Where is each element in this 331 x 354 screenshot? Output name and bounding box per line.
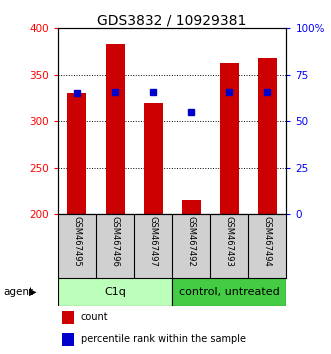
Text: GSM467492: GSM467492 [187,216,196,267]
Bar [106,44,124,214]
Text: GSM467497: GSM467497 [149,216,158,267]
Text: GSM467493: GSM467493 [225,216,234,267]
Text: percentile rank within the sample: percentile rank within the sample [81,335,246,344]
Bar [63,333,74,346]
Text: GSM467495: GSM467495 [72,216,81,267]
Text: GSM467496: GSM467496 [111,216,119,267]
Bar [63,311,74,324]
Bar [58,278,172,306]
Text: GSM467494: GSM467494 [263,216,272,267]
Bar [220,63,239,214]
Bar [258,58,277,214]
Text: ▶: ▶ [29,287,37,297]
Text: C1q: C1q [104,287,126,297]
Title: GDS3832 / 10929381: GDS3832 / 10929381 [97,13,247,27]
Text: agent: agent [3,287,33,297]
Text: control, untreated: control, untreated [179,287,280,297]
Bar [68,93,86,214]
Bar [144,103,163,214]
Bar [182,200,201,214]
Text: count: count [81,312,108,322]
Bar [172,278,286,306]
